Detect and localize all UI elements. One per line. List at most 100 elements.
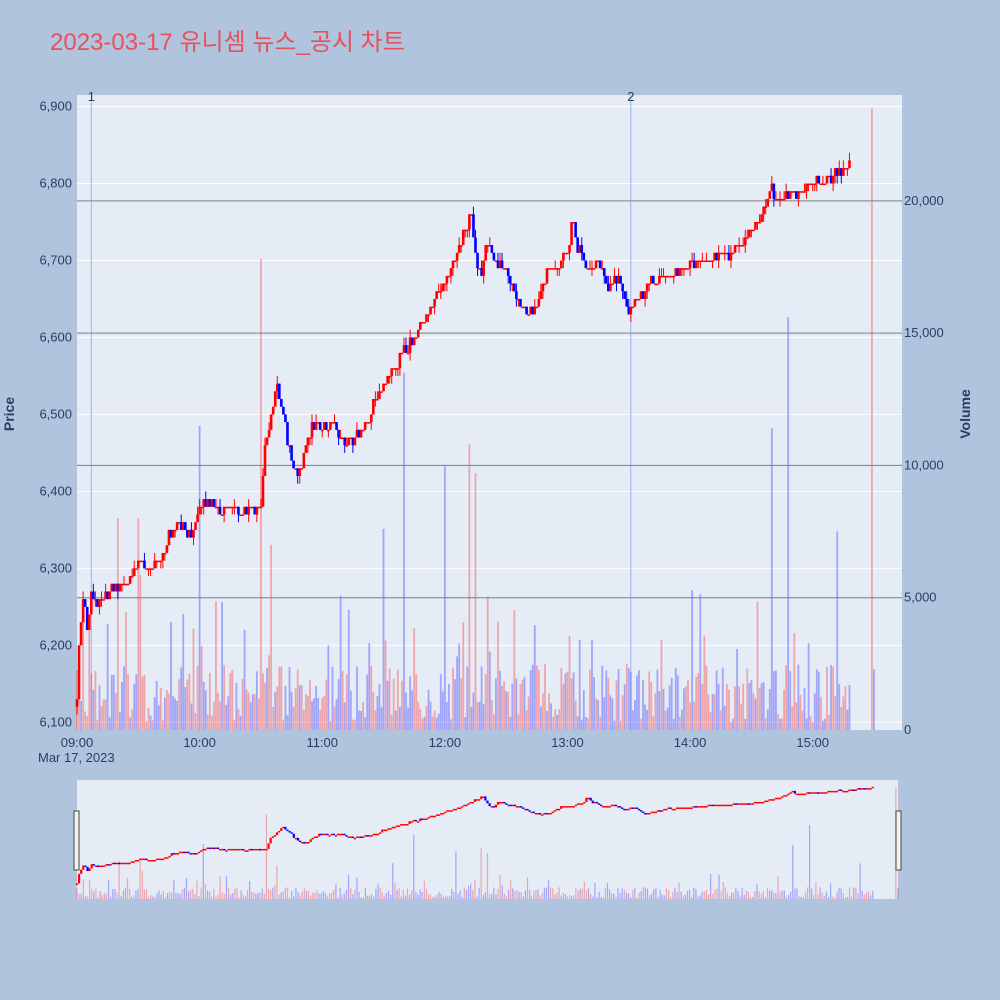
volume-bar (190, 703, 193, 730)
mini-candle (526, 808, 529, 811)
mini-volume-bar (514, 891, 516, 899)
candle-body (192, 529, 195, 538)
mini-candle (429, 815, 432, 818)
mini-volume-bar (571, 896, 573, 899)
candle-body (102, 599, 105, 601)
main-plot-area (77, 95, 902, 730)
candle-body (609, 283, 612, 292)
range-slider-left-handle[interactable] (73, 810, 80, 871)
candle-body (668, 275, 671, 278)
mini-candle (755, 801, 759, 804)
candle-body (222, 506, 226, 515)
mini-candle (840, 789, 843, 792)
candle-body (202, 499, 206, 507)
candle-body (394, 368, 398, 370)
candle-body (641, 291, 645, 299)
mini-candle (734, 803, 738, 805)
range-slider[interactable] (77, 780, 898, 899)
candle-body (551, 268, 555, 270)
mini-candle (631, 807, 634, 809)
candle-body (314, 422, 318, 430)
volume-bar (398, 706, 401, 730)
mini-volume-bar (859, 863, 861, 899)
candle-body (400, 352, 404, 355)
mini-volume-bar (848, 887, 851, 899)
candle-body (600, 268, 604, 270)
candle-body (427, 314, 430, 316)
volume-bar (112, 674, 115, 730)
mini-volume-bar (897, 888, 899, 899)
candle-body (253, 506, 257, 515)
mini-candle (130, 861, 133, 863)
volume-bar (452, 667, 454, 730)
volume-bar (589, 669, 591, 730)
volume-bar (333, 706, 336, 730)
mini-candle (591, 800, 594, 804)
mini-candle (219, 848, 222, 851)
mini-volume-bar (615, 896, 617, 899)
candle-body (220, 514, 224, 516)
volume-bar (564, 673, 567, 730)
mini-candle (566, 806, 569, 808)
volume-bar (260, 259, 262, 730)
range-slider-right-handle[interactable] (895, 810, 902, 871)
mini-volume-bar (495, 894, 497, 899)
volume-bar (119, 712, 121, 730)
mini-candle (557, 808, 561, 811)
mini-candle (524, 808, 527, 811)
mini-candle (686, 807, 689, 809)
mini-candle (126, 862, 129, 865)
time-tick-label: 11:00 (306, 735, 338, 750)
mini-volume-bar (480, 847, 482, 899)
mini-volume-bar (362, 897, 364, 899)
mini-candle (286, 829, 289, 832)
candle-body (672, 275, 676, 278)
volume-bar (441, 691, 444, 730)
mini-candle (711, 804, 714, 807)
volume-bar (597, 700, 600, 730)
mini-volume-bar (600, 896, 602, 899)
volume-bar (368, 643, 371, 730)
volume-bar (403, 372, 405, 730)
candle-body (519, 298, 522, 307)
mini-candle (214, 847, 218, 850)
mini-volume-bar (804, 891, 806, 899)
candle-body (251, 506, 255, 509)
candle-body (322, 422, 326, 430)
volume-bar (405, 692, 407, 730)
mini-candle (772, 799, 775, 801)
mini-volume-bar (573, 895, 575, 899)
mini-volume-bar (699, 895, 701, 899)
mini-volume-bar (103, 893, 105, 899)
candle-body (627, 306, 631, 315)
candle-body (419, 322, 422, 330)
mini-candle (629, 807, 632, 809)
mini-volume-bar (783, 890, 785, 899)
mini-volume-bar (627, 893, 630, 899)
mini-candle (115, 862, 119, 865)
volume-bar (194, 713, 197, 730)
volume-bar (78, 699, 80, 730)
candle-body (188, 529, 191, 538)
mini-volume-bar (390, 894, 392, 899)
mini-volume-bar (263, 893, 265, 899)
volume-bar (580, 719, 583, 730)
volume-bar (176, 700, 179, 730)
candle-body (237, 506, 240, 515)
mini-volume-bar (257, 892, 259, 899)
mini-candle (265, 848, 268, 851)
volume-bar (370, 665, 373, 730)
volume-bar (656, 669, 659, 730)
candle-body (79, 622, 83, 646)
candle-body (651, 275, 655, 284)
volume-bar (409, 676, 412, 730)
mini-volume-bar (310, 895, 312, 899)
candle-body (429, 306, 432, 315)
mini-volume-bar (739, 895, 741, 899)
volume-bar (603, 697, 606, 730)
candle-body (664, 275, 667, 278)
volume-bar (591, 640, 593, 730)
volume-bar (799, 694, 802, 730)
volume-tick-label: 10,000 (904, 457, 944, 472)
mini-candle (80, 869, 83, 874)
